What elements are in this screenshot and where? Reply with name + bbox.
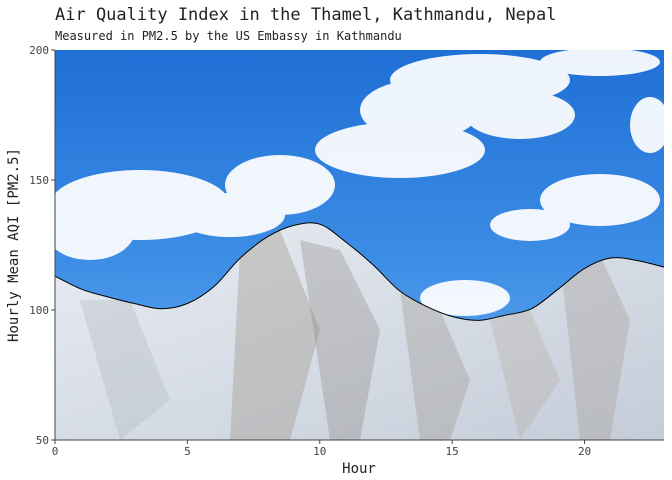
series-line bbox=[55, 222, 664, 321]
x-axis-label: Hour bbox=[342, 461, 376, 477]
x-tick-label: 10 bbox=[313, 445, 326, 458]
x-ticks: 0 5 10 15 20 bbox=[52, 440, 591, 458]
x-tick-label: 15 bbox=[446, 445, 459, 458]
x-tick-label: 20 bbox=[578, 445, 591, 458]
y-axis-label: Hourly Mean AQI [PM2.5] bbox=[6, 148, 22, 342]
y-tick-label: 150 bbox=[29, 174, 49, 187]
mountain-area bbox=[55, 222, 664, 440]
y-tick-label: 200 bbox=[29, 44, 49, 57]
mountain-shading bbox=[80, 230, 630, 440]
clouds bbox=[55, 50, 664, 316]
x-tick-label: 0 bbox=[52, 445, 59, 458]
y-tick-label: 100 bbox=[29, 304, 49, 317]
chart-subtitle: Measured in PM2.5 by the US Embassy in K… bbox=[55, 29, 402, 43]
plot-background bbox=[55, 50, 664, 440]
chart-title: Air Quality Index in the Thamel, Kathman… bbox=[55, 5, 557, 25]
y-tick-label: 50 bbox=[36, 434, 49, 447]
x-tick-label: 5 bbox=[184, 445, 191, 458]
y-ticks: 50 100 150 200 bbox=[29, 44, 55, 447]
